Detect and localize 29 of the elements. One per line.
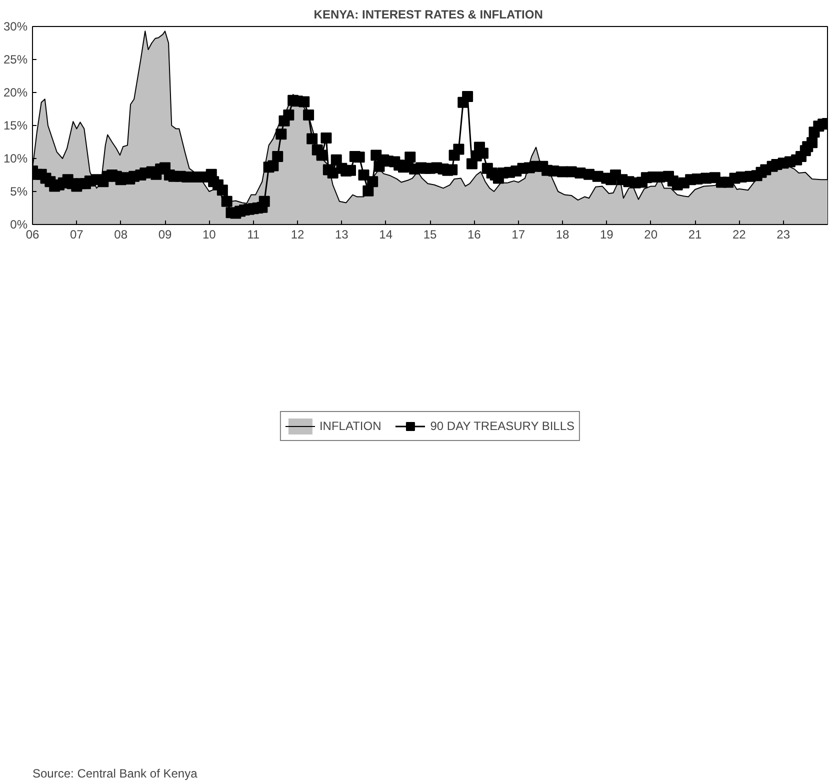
y-tick-label: 10% bbox=[3, 152, 28, 166]
y-tick-label: 5% bbox=[10, 184, 28, 198]
x-tick-label: 20 bbox=[644, 228, 658, 242]
x-tick-label: 23 bbox=[776, 228, 790, 242]
x-tick-label: 08 bbox=[114, 228, 128, 242]
x-tick-label: 09 bbox=[158, 228, 172, 242]
chart-title: KENYA: INTEREST RATES & INFLATION bbox=[314, 8, 543, 22]
y-tick-label: 30% bbox=[3, 20, 28, 34]
x-tick-label: 10 bbox=[202, 228, 216, 242]
y-tick-label: 20% bbox=[3, 86, 28, 100]
x-tick-label: 11 bbox=[247, 228, 260, 242]
x-tick-label: 18 bbox=[556, 228, 570, 242]
y-tick-label: 15% bbox=[3, 118, 28, 132]
x-tick-label: 13 bbox=[334, 228, 349, 242]
x-tick-label: 21 bbox=[688, 228, 702, 242]
x-tick-label: 14 bbox=[379, 228, 393, 242]
y-tick-label: 0% bbox=[10, 218, 28, 232]
legend-label: INFLATION bbox=[319, 419, 382, 433]
x-tick-label: 17 bbox=[512, 228, 526, 242]
x-tick-label: 12 bbox=[290, 228, 304, 242]
x-tick-label: 19 bbox=[600, 228, 614, 242]
y-tick-label: 25% bbox=[3, 52, 28, 66]
x-tick-label: 15 bbox=[423, 228, 437, 242]
legend-label: 90 DAY TREASURY BILLS bbox=[430, 419, 575, 433]
x-tick-label: 22 bbox=[732, 228, 746, 242]
x-tick-label: 06 bbox=[26, 228, 40, 242]
x-tick-label: 07 bbox=[70, 228, 84, 242]
source-note: Source: Central Bank of Kenya bbox=[32, 766, 198, 780]
x-tick-label: 16 bbox=[467, 228, 482, 242]
